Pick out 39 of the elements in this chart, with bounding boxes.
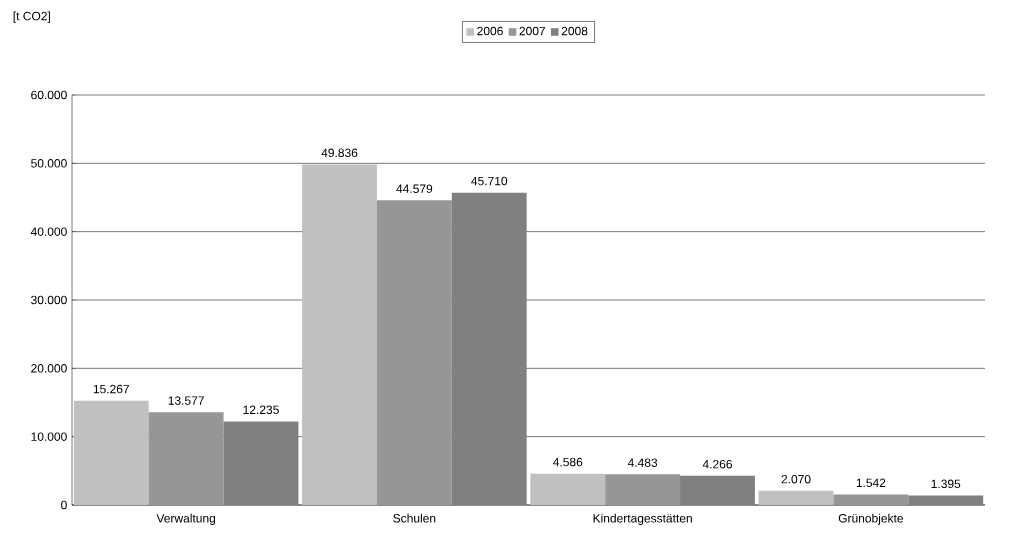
- data-label: 12.235: [243, 405, 279, 415]
- bar: [758, 490, 834, 505]
- data-label: 49.836: [321, 148, 358, 158]
- bar: [148, 412, 224, 505]
- bar: [73, 400, 149, 505]
- y-tick-label: 10.000: [31, 432, 67, 441]
- bar: [451, 192, 527, 505]
- data-label: 4.266: [702, 459, 732, 469]
- bar: [605, 474, 681, 505]
- bar: [302, 164, 377, 505]
- bar: [833, 494, 909, 505]
- y-tick-label: 0: [61, 500, 67, 510]
- x-tick-label: Schulen: [393, 513, 436, 523]
- y-tick-label: 20.000: [31, 364, 67, 373]
- y-tick-label: 30.000: [31, 295, 67, 305]
- y-tick-label: 50.000: [31, 159, 67, 168]
- legend-label: 2008: [561, 26, 588, 36]
- data-label: 4.586: [553, 457, 583, 467]
- legend-label: 2006: [477, 26, 503, 36]
- x-tick-label: Verwaltung: [156, 513, 216, 525]
- x-tick-label: Grünobjekte: [838, 513, 904, 525]
- data-label: 2.070: [781, 474, 811, 484]
- bar: [530, 473, 606, 505]
- data-label: 44.579: [396, 184, 433, 193]
- data-label: 4.483: [627, 458, 658, 467]
- bar: [223, 421, 299, 505]
- data-label: 13.577: [168, 396, 204, 405]
- legend-label: 2007: [519, 26, 546, 36]
- bar: [680, 475, 755, 505]
- data-label: 1.542: [856, 478, 886, 488]
- bar: [376, 200, 452, 505]
- x-tick-label: Kindertagesstätten: [593, 513, 692, 525]
- text: [t CO2]: [13, 11, 50, 23]
- data-label: 15.267: [93, 384, 129, 394]
- y-tick-label: 60.000: [31, 90, 67, 100]
- y-tick-label: 40.000: [30, 227, 67, 236]
- data-label: 45.710: [471, 176, 508, 186]
- bar: [908, 495, 984, 505]
- data-label: 1.395: [931, 479, 961, 489]
